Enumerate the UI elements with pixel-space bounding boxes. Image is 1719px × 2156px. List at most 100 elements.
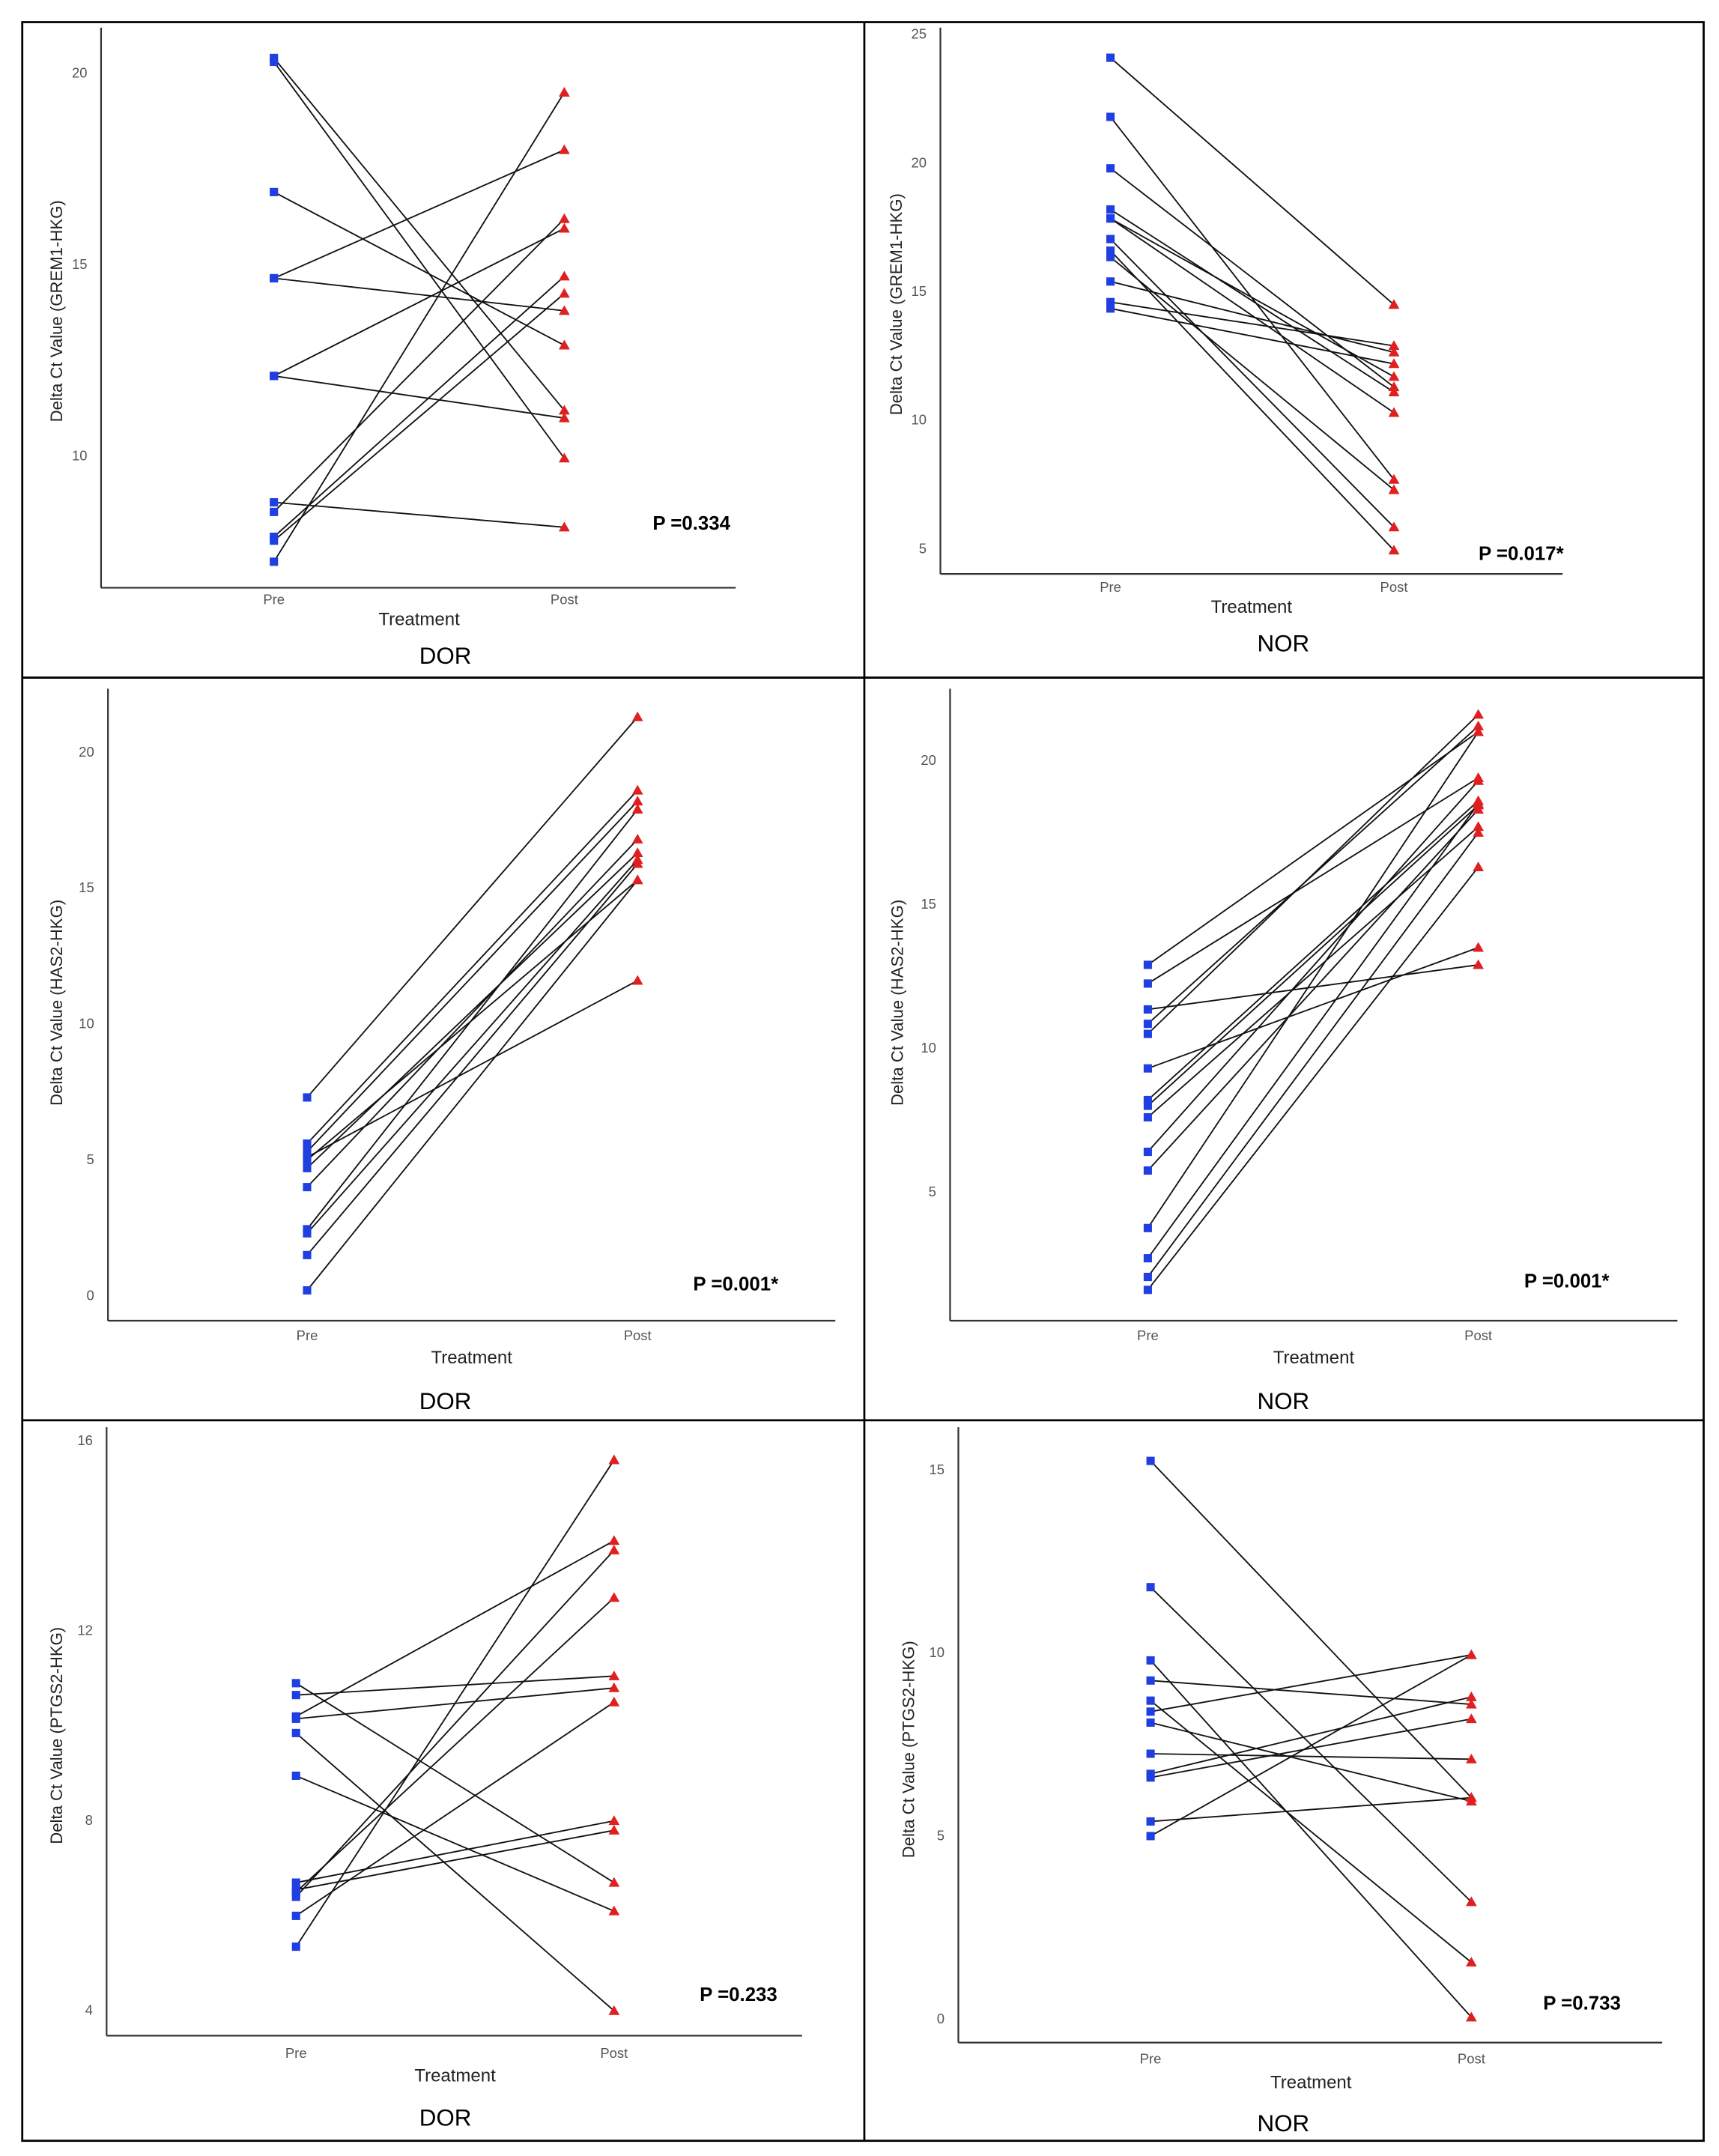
- y-tick-label: 20: [79, 744, 94, 760]
- y-tick-label: 25: [912, 26, 927, 42]
- pre-point-square: [1106, 164, 1115, 173]
- post-point-triangle: [608, 1682, 620, 1692]
- p-value-label: P =0.233: [700, 1984, 777, 2005]
- panel-title: NOR: [1257, 630, 1309, 656]
- post-point-triangle: [1388, 387, 1400, 396]
- post-point-triangle: [1473, 959, 1484, 969]
- pre-point-square: [270, 557, 279, 566]
- paired-line: [306, 859, 638, 1234]
- post-point-triangle: [1473, 942, 1484, 952]
- paired-line: [1150, 1796, 1472, 1823]
- post-point-triangle: [1473, 821, 1484, 832]
- pre-point-square: [291, 1878, 300, 1887]
- paired-line: [306, 838, 638, 1188]
- paired-line: [1147, 714, 1479, 1035]
- pre-point-square: [1143, 960, 1152, 969]
- pre-point-square: [1146, 1696, 1155, 1705]
- x-axis-label: Treatment: [1211, 597, 1293, 617]
- pre-point-square: [1143, 1005, 1152, 1014]
- paired-line: [1150, 1659, 1473, 2018]
- y-tick-label: 15: [930, 1462, 945, 1477]
- paired-line: [273, 375, 565, 419]
- pre-point-square: [1143, 1020, 1152, 1029]
- paired-line: [273, 91, 566, 563]
- paired-line: [296, 1829, 614, 1891]
- panel-title: DOR: [419, 1388, 472, 1414]
- paired-line: [1147, 947, 1479, 1070]
- post-point-triangle: [1465, 1957, 1477, 1967]
- post-point-triangle: [558, 452, 570, 463]
- pre-point-square: [1146, 1707, 1155, 1716]
- paired-line: [273, 277, 565, 312]
- y-tick-label: 15: [912, 283, 927, 299]
- post-point-triangle: [608, 1454, 620, 1465]
- paired-line: [273, 218, 566, 512]
- pre-point-square: [1106, 252, 1115, 261]
- pre-point-square: [1146, 1676, 1155, 1685]
- x-axis-label: Treatment: [1273, 1348, 1355, 1368]
- pre-point-square: [291, 1691, 300, 1700]
- x-tick-label: Pre: [263, 592, 285, 608]
- pre-point-square: [270, 498, 279, 507]
- pre-point-square: [1143, 979, 1152, 988]
- pre-point-square: [1106, 53, 1115, 62]
- pre-point-square: [270, 187, 279, 196]
- paired-line: [273, 57, 566, 411]
- paired-line: [306, 852, 638, 1169]
- post-point-triangle: [608, 1535, 620, 1545]
- y-tick-label: 10: [79, 1016, 94, 1032]
- paired-line: [1150, 1722, 1472, 1802]
- p-value-label: P =0.017*: [1479, 544, 1565, 565]
- post-point-triangle: [1465, 1698, 1477, 1709]
- post-point-triangle: [558, 405, 570, 415]
- paired-line: [1150, 1587, 1473, 1903]
- pre-point-square: [1146, 1456, 1155, 1465]
- pre-point-square: [303, 1163, 312, 1172]
- panel-title: NOR: [1257, 2110, 1309, 2137]
- post-point-triangle: [1473, 726, 1484, 736]
- pre-point-square: [1143, 1254, 1152, 1263]
- paired-line: [273, 228, 565, 377]
- post-point-triangle: [631, 975, 643, 985]
- paired-line: [1110, 301, 1395, 347]
- pre-point-square: [291, 1728, 300, 1737]
- pre-point-square: [1146, 1583, 1155, 1592]
- post-point-triangle: [558, 144, 570, 154]
- pre-point-square: [303, 1093, 312, 1102]
- x-tick-label: Post: [551, 592, 578, 608]
- pre-point-square: [303, 1139, 312, 1148]
- paired-line: [1150, 1680, 1472, 1705]
- pre-point-square: [291, 1679, 300, 1688]
- paired-line: [1110, 217, 1395, 378]
- post-point-triangle: [1388, 407, 1400, 417]
- paired-line: [1147, 964, 1479, 1011]
- pre-point-square: [1146, 1749, 1155, 1758]
- pre-point-square: [303, 1286, 312, 1295]
- pre-point-square: [1143, 1166, 1152, 1175]
- paired-line: [306, 808, 638, 1230]
- panel-title: NOR: [1257, 1388, 1309, 1414]
- post-point-triangle: [608, 1824, 620, 1835]
- paired-line: [1150, 1654, 1472, 1713]
- pre-point-square: [1143, 1095, 1152, 1104]
- post-point-triangle: [1473, 775, 1484, 785]
- paired-line: [296, 1820, 615, 1883]
- post-point-triangle: [1465, 1753, 1477, 1763]
- y-axis-label: Delta Ct Value (HAS2-HKG): [47, 900, 66, 1106]
- pre-point-square: [291, 1771, 300, 1780]
- pre-point-square: [270, 536, 279, 545]
- paired-line: [1109, 256, 1395, 491]
- paired-line: [1147, 826, 1479, 1118]
- post-point-triangle: [558, 288, 570, 298]
- y-tick-label: 0: [937, 2011, 945, 2026]
- paired-line: [306, 879, 638, 1292]
- post-point-triangle: [558, 87, 570, 97]
- paired-line: [295, 1683, 615, 1883]
- x-tick-label: Pre: [285, 2045, 307, 2061]
- y-tick-label: 16: [77, 1432, 93, 1448]
- y-tick-label: 20: [921, 752, 936, 768]
- paired-line: [306, 790, 638, 1145]
- panel-title: DOR: [419, 643, 472, 669]
- x-tick-label: Post: [624, 1327, 652, 1343]
